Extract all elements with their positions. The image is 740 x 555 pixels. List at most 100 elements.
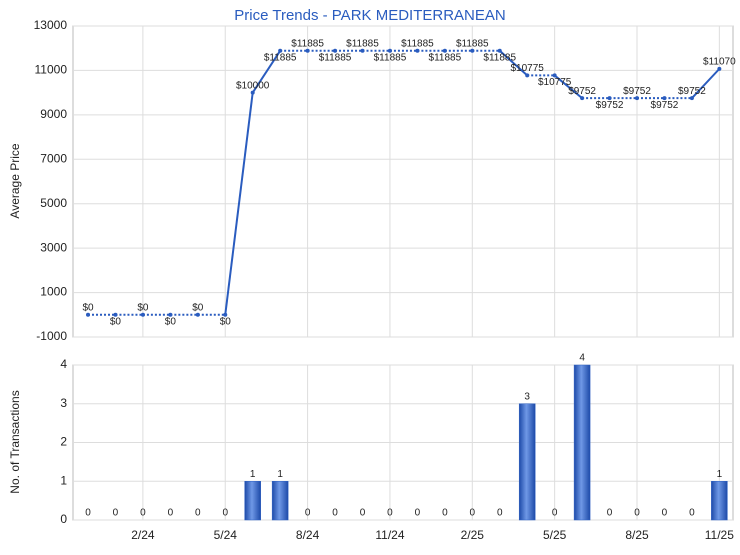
point	[717, 66, 722, 71]
data-label: 0	[497, 508, 503, 519]
point	[195, 312, 200, 317]
data-label: 1	[250, 469, 256, 480]
y-tick-label: -1000	[36, 329, 67, 343]
point	[497, 48, 502, 53]
data-label: 3	[524, 391, 530, 402]
data-label: 0	[305, 508, 311, 519]
point	[415, 48, 420, 53]
data-label: 0	[113, 508, 119, 519]
bar	[244, 481, 261, 521]
line-segment	[691, 68, 721, 99]
data-label: 0	[85, 508, 91, 519]
point	[113, 312, 118, 317]
data-label: $11885	[456, 38, 489, 49]
y-tick-label: 4	[60, 357, 67, 371]
data-label: 0	[607, 508, 613, 519]
y-tick-label: 13000	[34, 18, 68, 32]
data-label: 0	[332, 508, 338, 519]
line-segment	[251, 50, 281, 94]
x-tick-label: 11/24	[375, 528, 404, 542]
data-label: $11885	[483, 52, 516, 63]
y-tick-label: 0	[60, 512, 67, 526]
data-label: 0	[195, 508, 201, 519]
data-label: $11885	[374, 52, 407, 63]
data-label: 4	[579, 353, 585, 364]
line-segment	[499, 50, 528, 77]
x-tick-label: 2/25	[461, 528, 485, 542]
data-label: $11885	[401, 38, 434, 49]
y-tick-label: 2	[60, 435, 67, 449]
data-label: $0	[110, 316, 122, 327]
y-tick-label: 7000	[40, 151, 67, 165]
data-label: $11885	[264, 52, 297, 63]
data-label: $11885	[346, 38, 379, 49]
y-tick-label: 11000	[35, 63, 68, 77]
x-tick-label: 11/25	[705, 528, 734, 542]
data-label: $11070	[703, 57, 736, 68]
data-label: $11885	[429, 52, 462, 63]
data-label: 0	[360, 508, 366, 519]
point	[607, 96, 612, 101]
data-label: $0	[220, 316, 232, 327]
y-axis-label: No. of Transactions	[8, 390, 22, 493]
data-label: 1	[277, 469, 283, 480]
data-label: 0	[168, 508, 174, 519]
bar	[271, 481, 289, 521]
chart-title: Price Trends - PARK MEDITERRANEAN	[234, 7, 505, 24]
point	[168, 312, 173, 317]
x-tick-label: 5/24	[214, 528, 238, 542]
data-label: $9752	[651, 100, 679, 111]
y-tick-label: 3	[60, 396, 67, 410]
data-label: 0	[470, 508, 476, 519]
point	[140, 312, 145, 317]
data-label: 0	[552, 508, 558, 519]
y-axis-label: Average Price	[8, 143, 22, 218]
point	[552, 73, 557, 78]
point	[86, 312, 90, 317]
x-tick-label: 5/25	[543, 528, 567, 542]
data-label: $0	[137, 302, 149, 313]
point	[387, 48, 392, 53]
data-label: $9752	[623, 86, 651, 97]
y-tick-label: 1	[60, 473, 67, 487]
data-label: 0	[415, 508, 421, 519]
data-label: $0	[165, 316, 177, 327]
point	[360, 48, 365, 53]
y-tick-label: 5000	[40, 196, 67, 210]
point	[223, 312, 228, 317]
line-segment	[224, 92, 254, 315]
x-tick-label: 2/24	[131, 528, 155, 542]
data-label: 0	[140, 508, 146, 519]
data-label: 0	[442, 508, 448, 519]
data-label: $11885	[319, 52, 352, 63]
point	[250, 90, 255, 95]
point	[525, 73, 530, 78]
data-label: $9752	[596, 100, 624, 111]
point	[662, 96, 667, 101]
data-label: 1	[717, 469, 723, 480]
point	[278, 48, 283, 53]
point	[580, 96, 585, 101]
data-label: $9752	[678, 86, 706, 97]
data-label: 0	[387, 508, 393, 519]
bar	[518, 403, 536, 521]
data-label: 0	[634, 508, 640, 519]
point	[470, 48, 475, 53]
point	[442, 48, 447, 53]
point	[333, 48, 338, 53]
data-label: $11885	[291, 38, 324, 49]
y-tick-label: 3000	[40, 240, 67, 254]
x-tick-label: 8/25	[625, 528, 649, 542]
point	[635, 96, 639, 101]
data-label: $0	[82, 302, 94, 313]
plot-area	[72, 25, 734, 338]
x-tick-label: 8/24	[296, 528, 320, 542]
data-label: 0	[662, 508, 668, 519]
y-tick-label: 1000	[40, 285, 67, 299]
data-label: $10775	[511, 63, 545, 74]
bar	[711, 481, 728, 521]
bar	[573, 364, 591, 521]
data-label: $0	[192, 302, 204, 313]
data-label: $9752	[568, 86, 596, 97]
